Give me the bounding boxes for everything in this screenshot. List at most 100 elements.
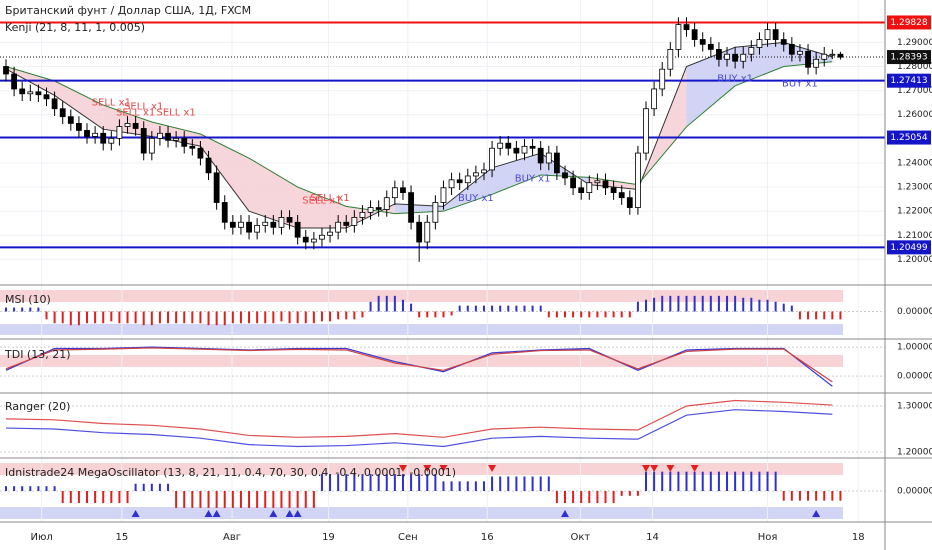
candle-body bbox=[797, 50, 803, 55]
histogram-bar bbox=[215, 491, 218, 508]
candle-body bbox=[100, 132, 107, 144]
histogram-bar bbox=[807, 311, 810, 320]
marker-down bbox=[398, 465, 407, 472]
candle-body bbox=[67, 116, 74, 124]
candle-body bbox=[51, 98, 58, 110]
x-tick-label: 16 bbox=[481, 532, 494, 543]
candle-body bbox=[335, 221, 342, 233]
histogram-bar bbox=[410, 303, 413, 312]
histogram-bar bbox=[207, 491, 210, 508]
histogram-bar bbox=[742, 297, 745, 312]
y-tick-label: 1.24000 bbox=[897, 158, 932, 168]
histogram-bar bbox=[231, 311, 234, 324]
candle-body bbox=[740, 53, 747, 62]
histogram-bar bbox=[118, 311, 121, 324]
y-tick-label: 1.00000 bbox=[897, 343, 932, 353]
marker-up bbox=[560, 510, 569, 517]
histogram-bar bbox=[69, 491, 72, 504]
histogram-bar bbox=[831, 311, 834, 320]
x-tick-label: Ноя bbox=[758, 532, 778, 543]
histogram-bar bbox=[653, 297, 656, 312]
signal-label: SELL x1 bbox=[310, 193, 349, 204]
histogram-bar bbox=[231, 491, 234, 508]
histogram-bar bbox=[580, 491, 583, 504]
y-tick-label: 1.29000 bbox=[897, 38, 932, 48]
candle-body bbox=[148, 137, 155, 154]
signal-label: BUY x1 bbox=[782, 78, 818, 89]
histogram-bar bbox=[604, 491, 607, 504]
histogram-bar bbox=[61, 491, 64, 504]
candle-body bbox=[716, 49, 722, 60]
histogram-bar bbox=[677, 295, 680, 312]
histogram-bar bbox=[118, 491, 121, 504]
x-tick-label: 19 bbox=[322, 532, 335, 543]
candle-body bbox=[813, 58, 820, 68]
candle-body bbox=[675, 24, 682, 50]
histogram-bar bbox=[353, 474, 356, 491]
candle-body bbox=[586, 182, 593, 194]
y-tick-label: 1.27000 bbox=[897, 86, 932, 96]
candle-body bbox=[319, 234, 325, 240]
histogram-bar bbox=[807, 491, 810, 501]
histogram-bar bbox=[53, 311, 56, 324]
level-label-box bbox=[887, 50, 931, 65]
histogram-bar bbox=[418, 311, 421, 318]
candle-body bbox=[440, 187, 447, 203]
candle-body bbox=[821, 53, 828, 60]
histogram-bar bbox=[69, 311, 72, 326]
histogram-bar bbox=[612, 491, 615, 504]
histogram-bar bbox=[539, 476, 542, 491]
grid bbox=[0, 0, 885, 522]
histogram-bar bbox=[377, 295, 380, 312]
candle-body bbox=[829, 53, 836, 56]
histogram-bar bbox=[191, 311, 194, 324]
histogram-bar bbox=[53, 486, 56, 491]
histogram-bar bbox=[264, 311, 267, 324]
histogram-bar bbox=[264, 491, 267, 508]
histogram-bar bbox=[337, 474, 340, 491]
histogram-bar bbox=[29, 486, 32, 491]
histogram-bar bbox=[815, 311, 818, 320]
histogram-bar bbox=[636, 491, 639, 496]
candle-body bbox=[181, 137, 188, 147]
histogram-bar bbox=[361, 311, 364, 318]
histogram-bar bbox=[790, 491, 793, 501]
candle-body bbox=[59, 108, 66, 118]
histogram-bar bbox=[29, 307, 32, 312]
histogram-bar bbox=[726, 471, 729, 491]
kenji-cloud bbox=[492, 153, 541, 195]
y-tick-label: 1.28000 bbox=[897, 62, 932, 72]
histogram-bar bbox=[669, 471, 672, 491]
histogram-bar bbox=[758, 299, 761, 312]
candle-body bbox=[165, 132, 171, 141]
histogram-bar bbox=[588, 311, 591, 318]
candle-body bbox=[772, 29, 779, 40]
histogram-bar bbox=[37, 486, 40, 491]
histogram-bar bbox=[158, 483, 161, 491]
level-label-box bbox=[887, 240, 931, 255]
histogram-bar bbox=[709, 295, 712, 312]
histogram-bar bbox=[726, 295, 729, 312]
histogram-bar bbox=[21, 486, 24, 491]
histogram-bar bbox=[750, 297, 753, 312]
candle-body bbox=[602, 180, 609, 189]
candle-body bbox=[270, 221, 277, 228]
panel-title: MSI (10) bbox=[5, 293, 51, 306]
histogram-bar bbox=[482, 305, 485, 312]
histogram-bar bbox=[572, 311, 575, 318]
histogram-bar bbox=[531, 476, 534, 491]
histogram-bar bbox=[288, 311, 291, 324]
candle-body bbox=[562, 172, 568, 179]
candle-body bbox=[132, 123, 139, 129]
signal-label: SELL x1 bbox=[92, 98, 131, 109]
histogram-bar bbox=[523, 476, 526, 491]
histogram-bar bbox=[685, 471, 688, 491]
indicator-line bbox=[5, 409, 833, 448]
histogram-bar bbox=[434, 311, 437, 318]
histogram-bar bbox=[474, 481, 477, 491]
histogram-bar bbox=[183, 311, 186, 324]
histogram-bar bbox=[272, 311, 275, 324]
histogram-bar bbox=[37, 307, 40, 312]
